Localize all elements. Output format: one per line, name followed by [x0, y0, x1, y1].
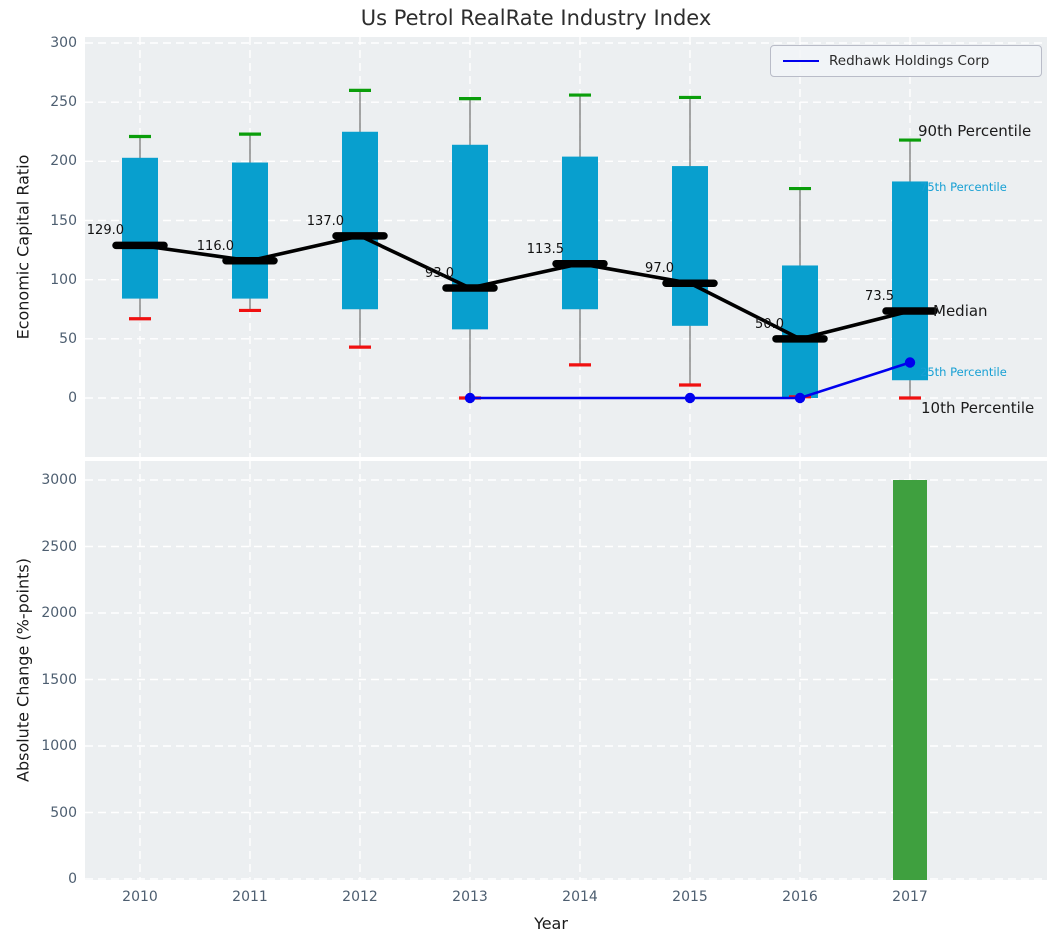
median-value-label: 129.0 [86, 223, 124, 239]
top-ytick-label: 250 [50, 94, 77, 111]
legend-label: Redhawk Holdings Corp [829, 53, 990, 69]
xtick-label-2014: 2014 [562, 889, 598, 905]
top-ytick-label: 300 [50, 35, 77, 51]
company-dot-2013 [464, 392, 476, 404]
box-2013 [452, 144, 488, 330]
company-dot-2017 [904, 357, 916, 368]
annotation-90th-percentile: 90th Percentile [918, 122, 1032, 140]
top-plot-area [85, 37, 1047, 457]
median-value-label: 73.5 [865, 289, 894, 305]
bottom-plot-area [85, 461, 1047, 880]
bottom-ytick-label: 2000 [41, 605, 77, 621]
median-value-label: 116.0 [196, 238, 234, 254]
xtick-label-2013: 2013 [452, 889, 488, 905]
top-ytick-label: 150 [50, 212, 77, 229]
xtick-label-2011: 2011 [232, 889, 268, 905]
legend-line-sample-icon [783, 60, 819, 62]
top-ytick-label: 200 [50, 153, 77, 170]
box-2015 [672, 166, 708, 326]
bottom-ytick-label: 0 [68, 871, 77, 887]
box-2012 [342, 131, 378, 310]
xtick-label-2012: 2012 [342, 889, 378, 905]
top-ytick-label: 50 [59, 330, 77, 347]
annotation-10th-percentile: 10th Percentile [921, 399, 1035, 417]
box-2014 [562, 156, 598, 310]
annotation-median: Median [933, 302, 988, 320]
chart-title: Us Petrol RealRate Industry Index [360, 6, 712, 30]
bottom-ytick-label: 2500 [41, 538, 77, 555]
annotation-25th-percentile: 25th Percentile [920, 365, 1007, 379]
xtick-label-2017: 2017 [892, 889, 928, 905]
xtick-label-2010: 2010 [122, 889, 158, 905]
annotation-75th-percentile: 75th Percentile [920, 180, 1007, 194]
x-axis-label: Year [534, 914, 568, 933]
company-dot-2015 [684, 392, 696, 404]
median-value-label: 50.0 [755, 316, 784, 332]
xtick-label-2016: 2016 [782, 889, 818, 905]
xtick-label-2015: 2015 [672, 889, 708, 905]
box-2011 [232, 162, 268, 299]
bottom-ytick-label: 3000 [41, 472, 77, 488]
median-value-label: 93.0 [425, 265, 454, 281]
top-y-axis-label: Economic Capital Ratio [13, 154, 33, 340]
box-2017 [892, 181, 928, 381]
company-dot-2016 [794, 392, 806, 404]
box-2010 [122, 157, 158, 299]
bottom-ytick-label: 500 [50, 804, 77, 821]
top-ytick-label: 100 [50, 271, 77, 288]
median-value-label: 137.0 [306, 213, 344, 229]
bottom-ytick-label: 1500 [41, 671, 77, 688]
bar-2017 [893, 480, 927, 880]
legend: Redhawk Holdings Corp [770, 45, 1042, 77]
bottom-ytick-label: 1000 [41, 738, 77, 754]
median-value-label: 113.5 [526, 241, 564, 257]
top-ytick-label: 0 [68, 390, 77, 406]
median-value-label: 97.0 [645, 261, 674, 277]
median-connecting-line [139, 233, 911, 341]
